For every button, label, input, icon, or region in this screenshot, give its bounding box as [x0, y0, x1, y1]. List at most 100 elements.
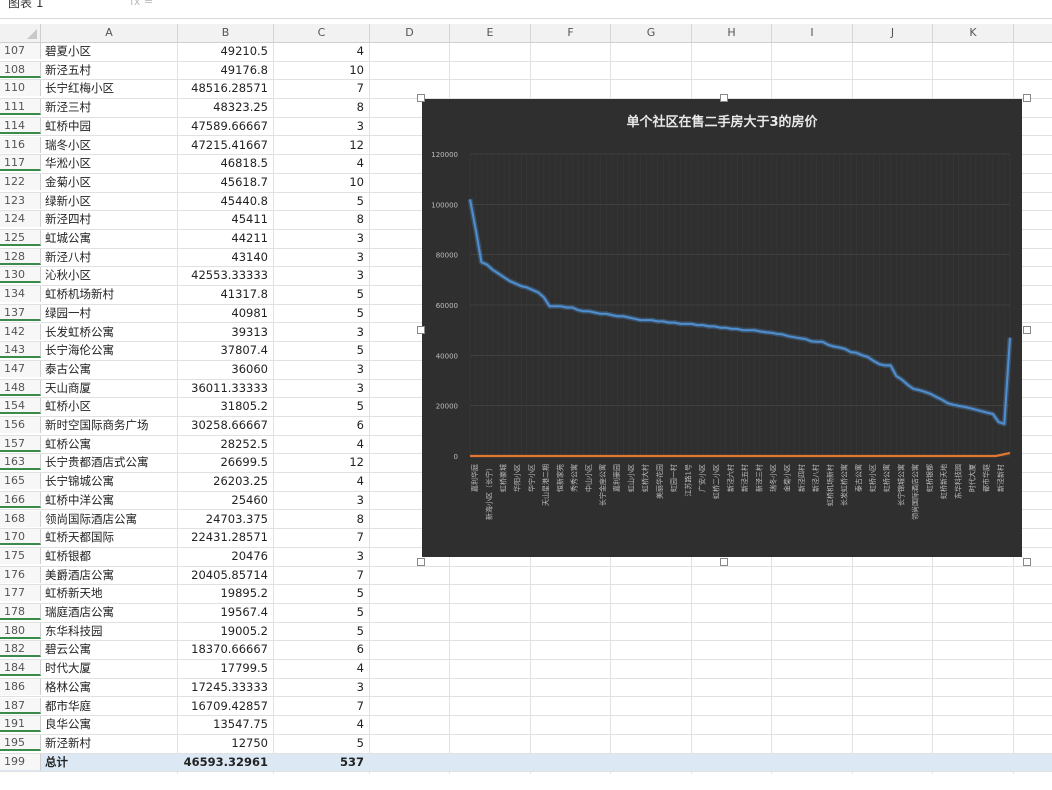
row-number[interactable]: 110	[0, 80, 41, 97]
cell-count[interactable]: 5	[356, 735, 364, 750]
cell-community[interactable]: 美爵酒店公寓	[45, 567, 114, 582]
row-number[interactable]: 178	[0, 604, 41, 620]
cell-price[interactable]: 13547.75	[213, 717, 268, 732]
row-number[interactable]: 111	[0, 99, 41, 116]
cell-count[interactable]: 5	[356, 305, 364, 320]
cell-price[interactable]: 49210.5	[220, 44, 268, 58]
cell-community[interactable]: 新时空国际商务广场	[45, 418, 149, 432]
cell-community[interactable]: 虹城公寓	[45, 231, 91, 245]
cell-price[interactable]: 28252.5	[220, 436, 268, 451]
cell-price[interactable]: 18370.66667	[191, 642, 268, 657]
resize-handle[interactable]	[720, 94, 728, 102]
cell-count[interactable]: 7	[356, 567, 364, 582]
column-header-a[interactable]: A	[41, 24, 178, 42]
column-header-j[interactable]: J	[853, 24, 933, 42]
row-number[interactable]: 148	[0, 379, 41, 396]
cell-count[interactable]: 537	[339, 754, 364, 769]
row-number[interactable]: 170	[0, 529, 41, 546]
cell-price[interactable]: 17245.33333	[191, 679, 268, 694]
row-number[interactable]: 187	[0, 697, 41, 714]
cell-community[interactable]: 瑞庭酒店公寓	[45, 605, 114, 619]
column-header-e[interactable]: E	[450, 24, 531, 42]
row-number[interactable]: 154	[0, 398, 41, 415]
cell-community[interactable]: 领尚国际酒店公寓	[45, 511, 137, 526]
column-header-c[interactable]: C	[274, 24, 370, 42]
cell-community[interactable]: 虹桥银都	[45, 548, 91, 563]
cell-community[interactable]: 虹桥小区	[45, 399, 91, 414]
cell-count[interactable]: 5	[356, 605, 364, 619]
cell-count[interactable]: 3	[356, 548, 364, 563]
cell-count[interactable]: 3	[356, 361, 364, 376]
cell-price[interactable]: 36060	[231, 361, 268, 376]
cell-count[interactable]: 6	[356, 418, 364, 432]
cell-price[interactable]: 39313	[231, 324, 268, 339]
cell-count[interactable]: 4	[356, 44, 364, 58]
cell-community[interactable]: 虹桥天都国际	[45, 530, 114, 545]
cell-community[interactable]: 瑞冬小区	[45, 137, 91, 152]
row-number[interactable]: 195	[0, 734, 41, 751]
row-number[interactable]: 108	[0, 61, 41, 78]
cell-community[interactable]: 格林公寓	[45, 679, 91, 694]
chart-object[interactable]: 单个社区在售二手房大于3的房价 0 20000 40000 60000 80000 1000…	[417, 94, 1031, 566]
cell-price[interactable]: 20405.85714	[191, 567, 268, 582]
cell-count[interactable]: 8	[356, 511, 364, 526]
row-number[interactable]: 168	[0, 510, 41, 527]
row-number[interactable]: 124	[0, 211, 41, 228]
cell-count[interactable]: 3	[356, 324, 364, 339]
row-number[interactable]: 134	[0, 286, 41, 303]
cell-community[interactable]: 总计	[45, 754, 68, 769]
cell-count[interactable]: 6	[356, 642, 364, 657]
cell-price[interactable]: 24703.375	[205, 511, 268, 526]
cell-count[interactable]: 4	[356, 474, 364, 489]
row-number[interactable]: 123	[0, 192, 41, 209]
cell-community[interactable]: 碧夏小区	[45, 44, 91, 58]
row-number[interactable]: 114	[0, 117, 41, 134]
cell-count[interactable]: 3	[356, 118, 364, 133]
cell-community[interactable]: 东华科技园	[45, 623, 103, 638]
cell-community[interactable]: 新泾四村	[45, 212, 91, 227]
select-all-corner[interactable]	[0, 24, 41, 42]
cell-community[interactable]: 虹桥新天地	[45, 586, 103, 601]
resize-handle[interactable]	[1023, 326, 1031, 334]
cell-count[interactable]: 10	[349, 174, 364, 189]
cell-community[interactable]: 绿园一村	[45, 305, 91, 320]
cell-price[interactable]: 12750	[231, 735, 268, 750]
cell-count[interactable]: 12	[349, 455, 364, 470]
resize-handle[interactable]	[417, 94, 425, 102]
cell-count[interactable]: 5	[356, 193, 364, 208]
cell-count[interactable]: 7	[356, 698, 364, 713]
cell-count[interactable]: 12	[349, 137, 364, 152]
cell-community[interactable]: 天山商厦	[45, 380, 91, 395]
cell-community[interactable]: 长宁贵都酒店式公寓	[45, 455, 149, 470]
cell-price[interactable]: 16709.42857	[191, 698, 268, 713]
row-number[interactable]: 165	[0, 473, 41, 490]
cell-price[interactable]: 48323.25	[213, 100, 268, 115]
cell-count[interactable]: 4	[356, 156, 364, 171]
column-header-k[interactable]: K	[933, 24, 1014, 42]
cell-community[interactable]: 碧云公寓	[45, 642, 91, 657]
cell-community[interactable]: 新泾八村	[45, 249, 91, 264]
cell-price[interactable]: 20476	[231, 548, 268, 563]
cell-price[interactable]: 47589.66667	[191, 118, 268, 133]
row-number[interactable]: 166	[0, 491, 41, 508]
cell-count[interactable]: 4	[356, 436, 364, 451]
row-number[interactable]: 147	[0, 360, 41, 377]
cell-price[interactable]: 48516.28571	[191, 81, 268, 96]
cell-count[interactable]: 3	[356, 380, 364, 395]
cell-community[interactable]: 虹桥中洋公寓	[45, 492, 114, 507]
resize-handle[interactable]	[1023, 558, 1031, 566]
row-number[interactable]: 107	[0, 43, 41, 59]
column-header-h[interactable]: H	[692, 24, 772, 42]
cell-community[interactable]: 新泾新村	[45, 735, 91, 750]
cell-price[interactable]: 26203.25	[213, 474, 268, 489]
row-number[interactable]: 175	[0, 547, 41, 564]
column-header-f[interactable]: F	[531, 24, 611, 42]
cell-community[interactable]: 长发虹桥公寓	[45, 324, 114, 339]
row-number[interactable]: 143	[0, 342, 41, 359]
cell-community[interactable]: 金菊小区	[45, 174, 91, 189]
cell-community[interactable]: 虹桥中园	[45, 118, 91, 133]
cell-price[interactable]: 43140	[231, 249, 268, 264]
row-number[interactable]: 137	[0, 304, 41, 321]
cell-price[interactable]: 31805.2	[220, 399, 268, 414]
column-header-d[interactable]: D	[370, 24, 450, 42]
